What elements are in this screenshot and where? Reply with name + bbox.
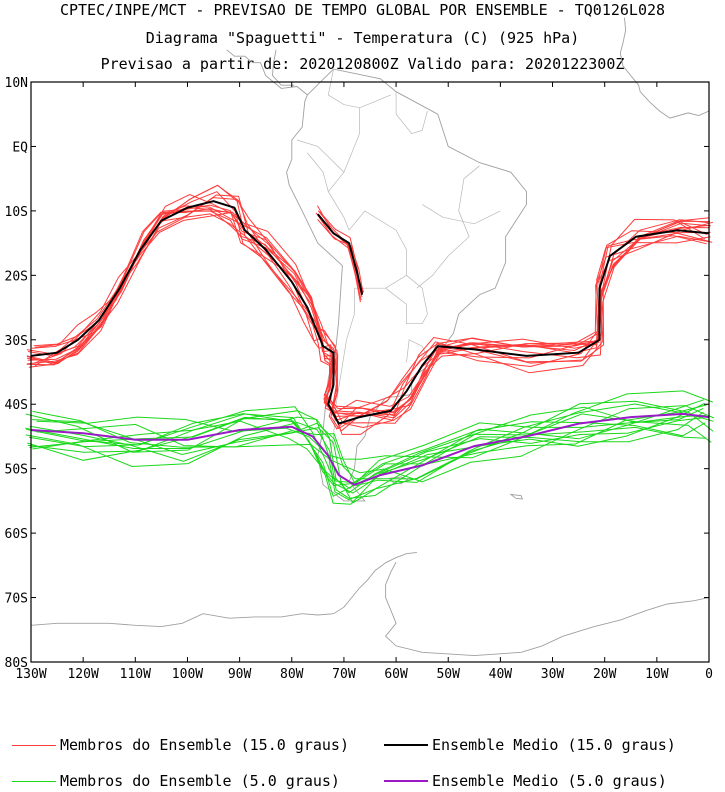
member-line-5	[25, 421, 707, 499]
legend-label-mean-15: Ensemble Medio (15.0 graus)	[432, 736, 676, 754]
coastline-layer	[30, 17, 710, 657]
lat-tick-label: 10S	[5, 205, 28, 220]
member-line-15	[31, 191, 713, 430]
member-line-15	[34, 184, 709, 432]
member-line-5	[32, 400, 714, 480]
legend-swatch-mean-15	[384, 744, 428, 746]
member-line-15	[26, 210, 711, 417]
lon-tick-label: 90W	[228, 667, 252, 682]
member-line-5	[29, 413, 712, 504]
member-line-15	[27, 205, 710, 419]
coast-antarctic-peninsula	[30, 551, 417, 628]
lat-tick-label: EQ	[12, 140, 28, 155]
coast-africa-gulf	[619, 17, 710, 119]
lon-tick-label: 130W	[15, 667, 46, 682]
political-border	[416, 255, 449, 289]
member-line-15	[27, 193, 714, 414]
political-border	[385, 275, 428, 325]
legend-label-members-5: Membros do Ensemble (5.0 graus)	[60, 772, 340, 790]
political-border	[327, 288, 355, 482]
lon-tick-label: 80W	[280, 667, 304, 682]
legend-mean-5: Ensemble Medio (5.0 graus)	[384, 772, 667, 790]
member-line-15	[317, 218, 364, 293]
lon-tick-label: 60W	[384, 667, 408, 682]
member-line-15	[33, 184, 711, 430]
member-line-5	[25, 416, 706, 501]
lon-tick-label: 110W	[120, 667, 151, 682]
members-5-layer	[25, 390, 715, 505]
coast-south-georgia	[509, 493, 523, 500]
member-line-5	[27, 411, 704, 505]
ensemble-means-layer	[30, 200, 710, 486]
political-border	[296, 139, 350, 231]
lon-tick-label: 0	[705, 667, 713, 682]
lon-tick-label: 120W	[67, 667, 98, 682]
political-border	[307, 152, 329, 192]
legend-members-5: Membros do Ensemble (5.0 graus)	[12, 772, 340, 790]
lon-tick-label: 100W	[172, 667, 203, 682]
title-line-2: Diagrama "Spaguetti" - Temperatura (C) (…	[145, 29, 580, 47]
legend-label-members-15: Membros do Ensemble (15.0 graus)	[60, 736, 349, 754]
political-border	[395, 91, 428, 135]
lat-tick-label: 10N	[5, 76, 28, 91]
member-line-15	[26, 206, 711, 418]
lon-tick-label: 20W	[593, 667, 617, 682]
political-border	[327, 69, 360, 109]
legend-swatch-members-5	[12, 780, 56, 782]
member-line-5	[25, 406, 707, 494]
lat-tick-label: 30S	[5, 334, 28, 349]
lat-tick-label: 60S	[5, 527, 28, 542]
lon-tick-label: 40W	[489, 667, 513, 682]
member-line-5	[29, 403, 705, 494]
coast-caribbean	[272, 49, 295, 86]
member-line-15	[27, 208, 709, 417]
member-line-5	[36, 405, 715, 483]
member-line-15	[34, 194, 707, 435]
title-line-1: CPTEC/INPE/MCT - PREVISAO DE TEMPO GLOBA…	[59, 1, 666, 19]
political-border	[447, 165, 480, 257]
lat-tick-label: 80S	[5, 656, 28, 671]
member-line-15	[26, 204, 711, 414]
member-line-5	[32, 404, 707, 484]
political-border	[343, 94, 392, 173]
title-line-3: Previsao a partir de: 2020120800Z Valido…	[100, 55, 625, 73]
mean-line-15	[30, 200, 710, 425]
legend-members-15: Membros do Ensemble (15.0 graus)	[12, 736, 349, 754]
lon-tick-label: 50W	[436, 667, 460, 682]
lat-tick-label: 40S	[5, 398, 28, 413]
mean-line-5	[30, 412, 710, 486]
member-line-15	[28, 211, 707, 424]
member-line-5	[27, 413, 704, 498]
member-line-15	[26, 210, 710, 415]
legend-label-mean-5: Ensemble Medio (5.0 graus)	[432, 772, 667, 790]
member-line-15	[33, 197, 706, 429]
members-15-layer	[26, 184, 714, 435]
coast-central-america	[226, 49, 308, 96]
member-line-5	[36, 390, 713, 460]
legend-swatch-members-15	[12, 744, 56, 746]
lon-tick-label: 30W	[541, 667, 565, 682]
lat-tick-label: 70S	[5, 592, 28, 607]
coast-weddell	[384, 561, 710, 657]
member-line-15	[316, 205, 363, 298]
political-border	[406, 339, 431, 363]
mean-line-15-andes	[317, 213, 364, 295]
legend-swatch-mean-5	[384, 780, 428, 782]
lon-tick-label: 70W	[332, 667, 356, 682]
legend-mean-15: Ensemble Medio (15.0 graus)	[384, 736, 676, 754]
coast-south-america	[286, 68, 527, 502]
member-line-5	[26, 406, 704, 490]
political-border	[422, 204, 501, 225]
lat-tick-label: 50S	[5, 463, 28, 478]
lon-tick-label: 10W	[645, 667, 669, 682]
map-frame	[30, 81, 710, 663]
lat-tick-label: 20S	[5, 269, 28, 284]
